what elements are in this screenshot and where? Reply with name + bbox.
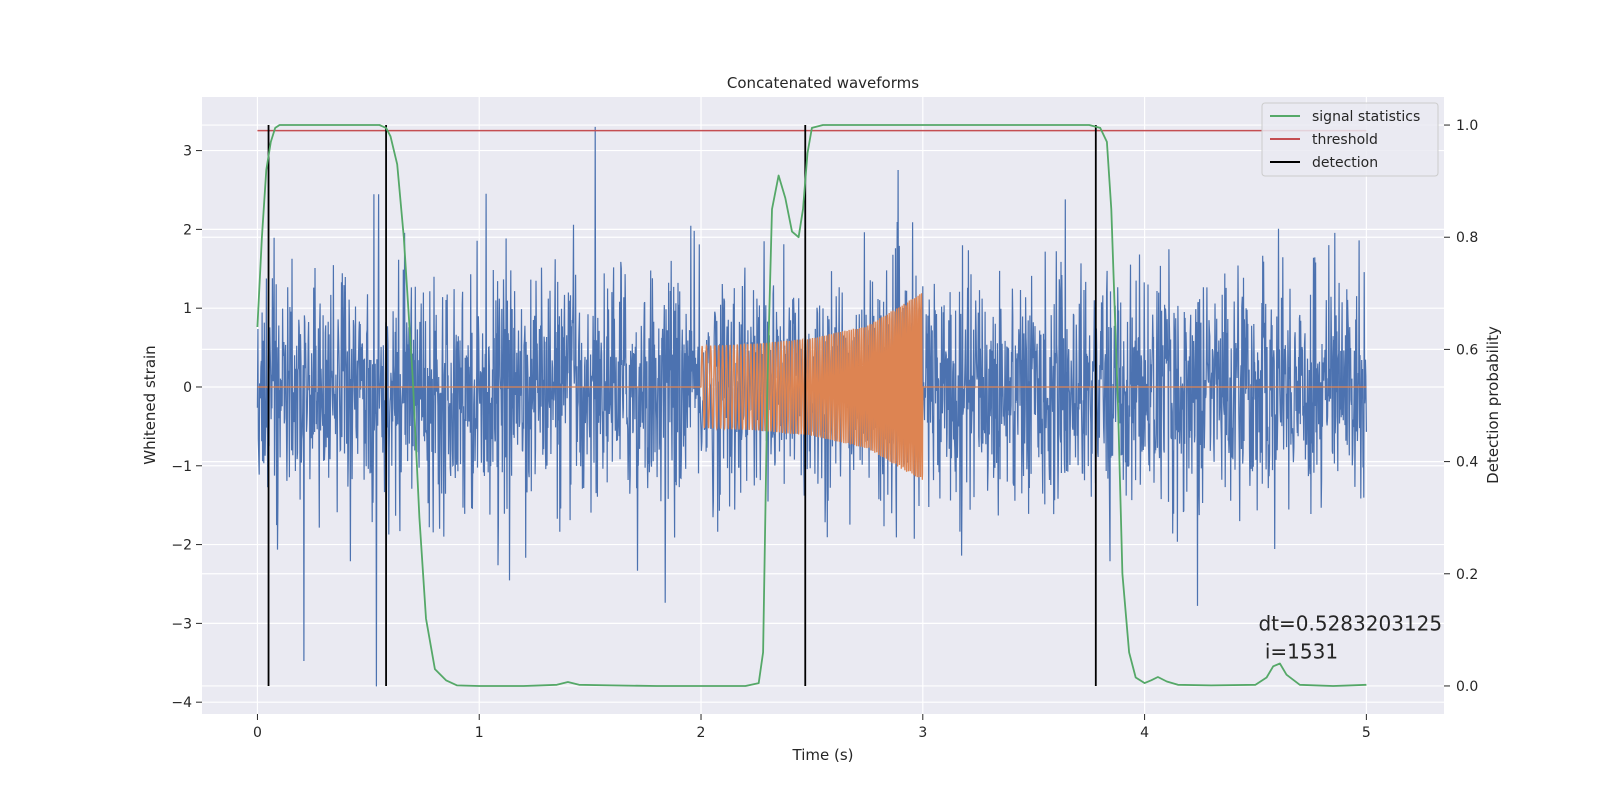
x-tick-label: 0 <box>253 725 262 741</box>
y-left-tick-label: 2 <box>183 222 192 238</box>
series-injection-line <box>257 293 1367 480</box>
legend-label-detection: detection <box>1312 155 1378 171</box>
y-axis-label-right: Detection probability <box>1484 326 1502 484</box>
y-left-tick-label: 1 <box>183 301 192 317</box>
annotation-index: i=1531 <box>1258 639 1338 663</box>
y-right-tick-label: 0.8 <box>1456 230 1478 246</box>
y-right-tick-label: 0.6 <box>1456 342 1478 358</box>
x-tick-label: 1 <box>475 725 484 741</box>
y-right-tick-label: 0.0 <box>1456 679 1478 695</box>
legend-label-threshold: threshold <box>1312 132 1378 148</box>
y-right-tick-label: 0.4 <box>1456 455 1478 471</box>
data-layer <box>256 124 1367 687</box>
y-left-tick-label: −1 <box>171 459 192 475</box>
y-left-tick-label: −3 <box>171 616 192 632</box>
x-axis-label: Time (s) <box>792 746 854 764</box>
y-right-tick-label: 1.0 <box>1456 118 1478 134</box>
axes: 0 1 2 3 4 5 −4 −3 −2 −1 0 1 2 3 0.0 0.2 0.4 0.6 0.8 1.0 <box>171 118 1478 741</box>
legend-label-signal-statistics: signal statistics <box>1312 109 1420 125</box>
y-left-tick-label: 0 <box>183 380 192 396</box>
series-signal-statistics-line <box>256 124 1367 687</box>
annotation-dt: dt=0.5283203125 <box>1258 611 1442 635</box>
legend-box <box>1261 102 1439 177</box>
x-tick-label: 5 <box>1362 725 1371 741</box>
y-right-tick-label: 0.2 <box>1456 567 1478 583</box>
x-tick-label: 3 <box>918 725 927 741</box>
chart-title: Concatenated waveforms <box>727 74 919 92</box>
y-left-tick-label: −2 <box>171 538 192 554</box>
y-left-tick-label: 3 <box>183 144 192 160</box>
x-tick-label: 4 <box>1140 725 1149 741</box>
legend: signal statistics threshold detection <box>1261 102 1439 177</box>
y-left-tick-label: −4 <box>171 695 192 711</box>
y-axis-label-left: Whitened strain <box>141 345 159 464</box>
x-tick-label: 2 <box>697 725 706 741</box>
